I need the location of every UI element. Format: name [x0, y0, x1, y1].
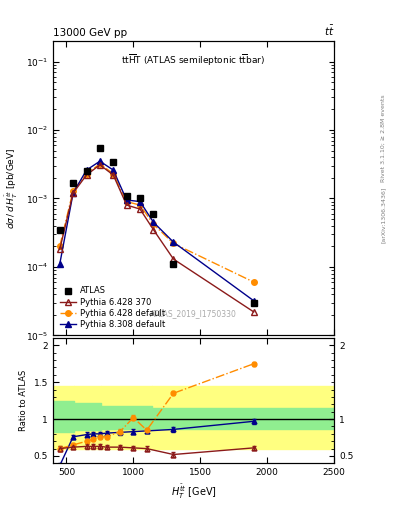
Pythia 6.428 default [57, 243, 62, 249]
Line: Pythia 6.428 370: Pythia 6.428 370 [57, 162, 257, 315]
Pythia 8.308 default [97, 158, 102, 164]
Pythia 6.428 default [138, 202, 142, 208]
Pythia 6.428 default [124, 199, 129, 205]
Pythia 8.308 default [84, 167, 89, 173]
Pythia 8.308 default [171, 239, 176, 245]
ATLAS [111, 159, 116, 165]
Pythia 6.428 370 [97, 162, 102, 168]
ATLAS [151, 210, 156, 217]
Legend: ATLAS, Pythia 6.428 370, Pythia 6.428 default, Pythia 8.308 default: ATLAS, Pythia 6.428 370, Pythia 6.428 de… [57, 284, 167, 331]
Y-axis label: $d\sigma\,/\,d\,H_T^{\bar{t}t}$ [pb/GeV]: $d\sigma\,/\,d\,H_T^{\bar{t}t}$ [pb/GeV] [4, 147, 20, 229]
Pythia 8.308 default [111, 167, 116, 173]
Text: ATLAS_2019_I1750330: ATLAS_2019_I1750330 [150, 309, 237, 317]
Text: [arXiv:1306.3436]: [arXiv:1306.3436] [381, 187, 386, 243]
ATLAS [84, 168, 89, 174]
X-axis label: $H_T^{\bar{t}t}$ [GeV]: $H_T^{\bar{t}t}$ [GeV] [171, 483, 217, 501]
Text: 13000 GeV pp: 13000 GeV pp [53, 28, 127, 38]
Line: Pythia 8.308 default: Pythia 8.308 default [57, 158, 257, 304]
Pythia 6.428 default [111, 170, 116, 177]
Pythia 6.428 default [71, 187, 75, 194]
ATLAS [138, 196, 142, 202]
Pythia 8.308 default [138, 199, 142, 205]
Line: Pythia 6.428 default: Pythia 6.428 default [57, 161, 257, 285]
Pythia 6.428 370 [71, 190, 75, 196]
Line: ATLAS: ATLAS [56, 144, 257, 306]
Text: $t\bar{t}$: $t\bar{t}$ [323, 24, 334, 38]
ATLAS [171, 261, 176, 267]
Pythia 8.308 default [252, 297, 256, 304]
Pythia 6.428 370 [138, 206, 142, 212]
Pythia 6.428 370 [171, 256, 176, 262]
Pythia 6.428 default [252, 279, 256, 285]
Pythia 6.428 default [84, 170, 89, 177]
Pythia 6.428 default [151, 221, 156, 227]
Pythia 6.428 370 [57, 246, 62, 252]
Y-axis label: Ratio to ATLAS: Ratio to ATLAS [19, 370, 28, 431]
Text: tt$\overline{\mathrm{H}}$T (ATLAS semileptonic t$\overline{\mathrm{t}}$bar): tt$\overline{\mathrm{H}}$T (ATLAS semile… [121, 53, 266, 68]
Pythia 6.428 370 [151, 227, 156, 233]
Pythia 6.428 default [97, 161, 102, 167]
ATLAS [124, 193, 129, 199]
Pythia 8.308 default [57, 261, 62, 267]
Pythia 6.428 default [171, 241, 176, 247]
ATLAS [57, 227, 62, 233]
Pythia 6.428 370 [84, 172, 89, 178]
ATLAS [71, 180, 75, 186]
Pythia 8.308 default [71, 190, 75, 196]
Pythia 6.428 370 [252, 309, 256, 315]
Pythia 6.428 370 [111, 172, 116, 178]
Pythia 8.308 default [124, 197, 129, 203]
Pythia 8.308 default [151, 219, 156, 225]
ATLAS [97, 145, 102, 151]
Pythia 6.428 370 [124, 202, 129, 208]
ATLAS [252, 300, 256, 306]
Text: Rivet 3.1.10; ≥ 2.8M events: Rivet 3.1.10; ≥ 2.8M events [381, 94, 386, 182]
